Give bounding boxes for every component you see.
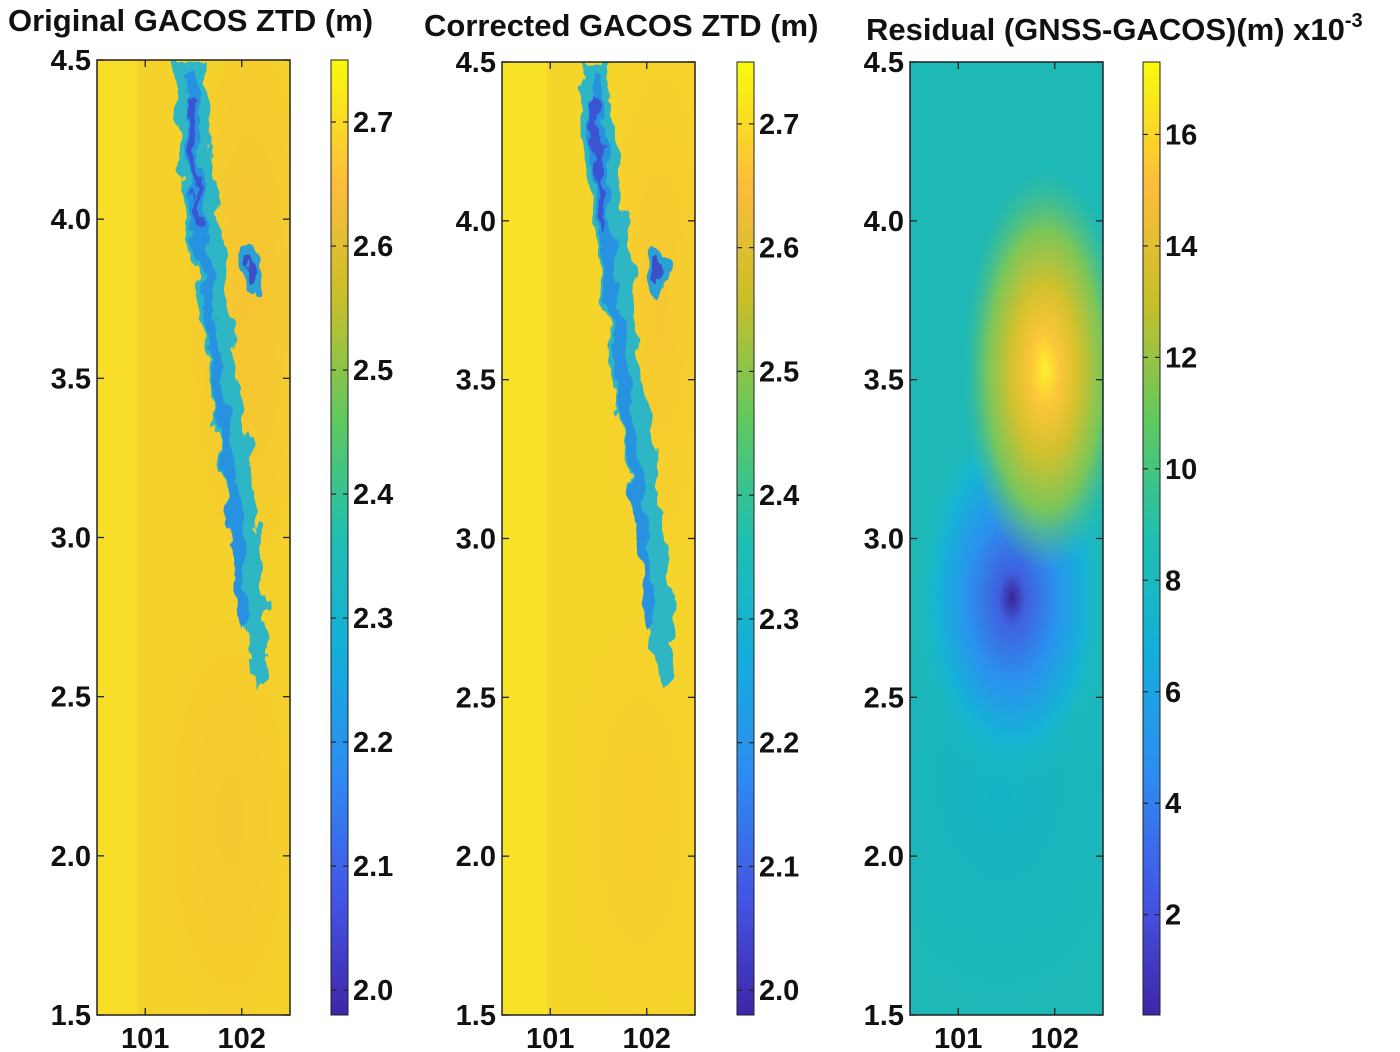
panel-title-residual: Residual (GNSS-GACOS)(m) x10-3 [866,10,1363,47]
low-ztd-ridge [580,62,671,690]
axes-residual: 4.5 4.0 3.5 3.0 2.5 2.0 1.5 101 102 [864,47,1103,1052]
colorbar-tick-label: 2.3 [759,604,799,636]
colorbar-corrected [736,61,755,1016]
panel-residual: Residual (GNSS-GACOS)(m) x10-3 4.5 4.0 3.5… [864,10,1363,1052]
axes-original: 4.5 4.0 3.5 3.0 2.5 2.0 1.5 101 102 [51,45,290,1052]
y-tick-label: 2.5 [864,682,904,714]
colorbar-tick-label: 8 [1165,565,1181,597]
x-tick-label: 102 [623,1023,671,1052]
heatmap-corrected [502,62,695,1015]
y-tick-label: 4.5 [456,47,496,79]
y-tick-label: 2.0 [864,841,904,873]
colorbar-tick-label: 4 [1165,788,1181,820]
x-tick-label: 102 [1031,1023,1079,1052]
colorbar-tick-label: 2.4 [759,480,799,512]
colorbar-tick-label: 2.7 [353,107,393,139]
colorbar-tick-label: 2.4 [353,479,393,511]
y-tick-label: 4.5 [51,45,91,77]
colorbar-ticks-residual: 16 14 12 10 8 6 4 2 [1143,119,1197,932]
colorbar-tick-label: 2.2 [353,727,393,759]
colorbar-residual [1142,61,1161,1016]
colorbar-original [330,59,349,1016]
y-tick-label: 4.0 [51,204,91,236]
y-tick-label: 2.5 [456,682,496,714]
y-tick-label: 3.5 [864,365,904,397]
colorbar-ticks-corrected: 2.7 2.6 2.5 2.4 2.3 2.2 2.1 2.0 [737,109,799,1007]
colorbar-tick-label: 6 [1165,677,1181,709]
y-tick-label: 3.5 [51,363,91,395]
x-tick-label: 101 [121,1023,169,1052]
y-tick-label: 3.0 [51,523,91,555]
colorbar-tick-label: 2.6 [759,233,799,265]
x-tick-label: 101 [526,1023,574,1052]
panel-corrected: Corrected GACOS ZTD (m) 4.54.03.53.02.52… [424,8,818,1052]
colorbar-tick-label: 14 [1165,231,1197,263]
colorbar-tick-label: 2.0 [353,975,393,1007]
colorbar-tick-label: 2.2 [759,728,799,760]
heatmap-residual [910,62,1103,1015]
colorbar-tick-label: 2.1 [353,851,393,883]
colorbar-tick-label: 10 [1165,454,1197,486]
y-tick-label: 1.5 [864,1000,904,1032]
x-tick-label: 101 [934,1023,982,1052]
colorbar-tick-label: 2 [1165,900,1181,932]
colorbar-tick-label: 2.5 [759,356,799,388]
y-tick-label: 2.0 [456,841,496,873]
colorbar-tick-label: 2.5 [353,355,393,387]
colorbar-ticks-original: 2.7 2.6 2.5 2.4 2.3 2.2 2.1 2.0 [331,107,393,1007]
colorbar-tick-label: 12 [1165,342,1197,374]
y-tick-label: 4.5 [864,47,904,79]
y-tick-label: 3.5 [456,365,496,397]
y-tick-label: 1.5 [456,1000,496,1032]
y-tick-label: 3.0 [456,524,496,556]
colorbar-tick-label: 2.0 [759,975,799,1007]
heatmap-original [97,60,290,1015]
y-tick-label: 2.5 [51,682,91,714]
colorbar-tick-label: 2.1 [759,851,799,883]
residual-peak [963,170,1103,570]
panel-title-original: Original GACOS ZTD (m) [8,3,373,38]
colorbar-tick-label: 2.3 [353,603,393,635]
y-tick-label: 2.0 [51,841,91,873]
colorbar-tick-label: 16 [1165,119,1197,151]
y-tick-label: 4.0 [864,206,904,238]
panel-original: Original GACOS ZTD (m) 4.54.03.53.02.52.… [8,3,393,1052]
y-tick-label: 1.5 [51,1000,91,1032]
y-tick-label: 4.0 [456,206,496,238]
colorbar-tick-label: 2.6 [353,231,393,263]
panel-title-corrected: Corrected GACOS ZTD (m) [424,8,818,43]
axes-corrected: 4.5 4.0 3.5 3.0 2.5 2.0 1.5 101 102 [456,47,695,1052]
colorbar-tick-label: 2.7 [759,109,799,141]
low-ztd-ridge [175,60,266,690]
y-tick-label: 3.0 [864,524,904,556]
x-tick-label: 102 [218,1023,266,1052]
